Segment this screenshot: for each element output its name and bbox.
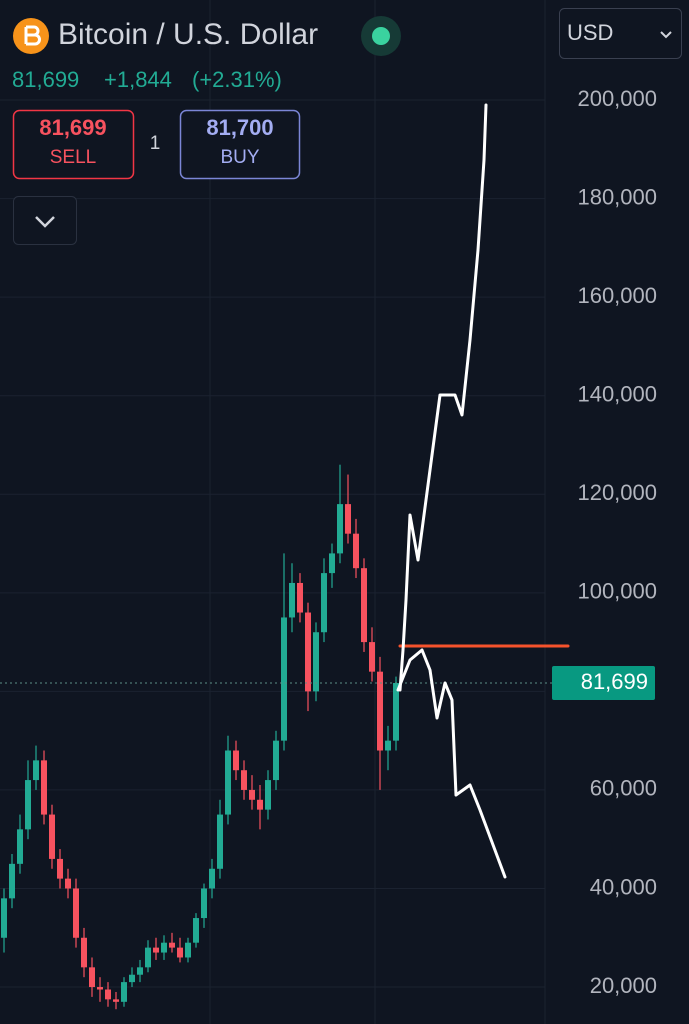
currency-select[interactable] (559, 8, 682, 59)
candle-body (345, 504, 351, 534)
change-pct: (+2.31%) (192, 67, 282, 92)
candle-body (393, 683, 399, 741)
candle-body (193, 918, 199, 943)
candle-body (65, 878, 71, 889)
candle-body (17, 829, 23, 864)
currency: USD (567, 20, 613, 45)
candle-body (41, 760, 47, 815)
y-tick-label: 20,000 (590, 973, 657, 998)
y-tick-label: 120,000 (577, 480, 657, 505)
candle-body (233, 750, 239, 771)
sell-price: 81,699 (39, 115, 106, 140)
candle-body (305, 612, 311, 692)
candle-body (313, 632, 319, 692)
candle-body (257, 799, 263, 810)
status-dot (372, 27, 390, 45)
candle-body (321, 573, 327, 633)
candle-body (169, 942, 175, 948)
candle-body (201, 888, 207, 919)
price: 81,699 (12, 67, 79, 92)
candle-body (137, 967, 143, 975)
candle-body (361, 568, 367, 643)
y-tick-label: 180,000 (577, 184, 657, 209)
candle-body (9, 863, 15, 899)
expand-chevron (35, 216, 55, 228)
candle-body (353, 533, 359, 569)
last-price-label: 81,699 (581, 669, 648, 694)
sell-button[interactable] (12, 109, 135, 180)
y-tick-label: 140,000 (577, 382, 657, 407)
candle-body (81, 937, 87, 968)
candle-body (209, 868, 215, 889)
change: +1,844 (104, 67, 172, 92)
candle-body (225, 750, 231, 815)
drawings (396, 103, 570, 879)
y-tick-label: 60,000 (590, 776, 657, 801)
candle-body (57, 858, 63, 879)
candle-body (49, 814, 55, 859)
candle-body (89, 967, 95, 988)
candle-body (241, 770, 247, 790)
buy-price: 81,700 (206, 115, 273, 140)
drawn-path-up (398, 103, 488, 692)
candle-body (329, 553, 335, 574)
candle-body (273, 740, 279, 781)
candle-body (25, 780, 31, 830)
candle-body (113, 999, 119, 1002)
last-price-box (552, 666, 655, 701)
y-tick-label: 200,000 (577, 86, 657, 111)
plot (0, 99, 552, 1010)
drawn-path-down (396, 648, 507, 879)
title: Bitcoin / U.S. Dollar (58, 18, 318, 51)
candle-body (217, 814, 223, 869)
y-tick-label: 160,000 (577, 283, 657, 308)
candle-body (369, 642, 375, 672)
y-tick-label: 40,000 (590, 874, 657, 899)
candle-body (33, 760, 39, 781)
candle-body (377, 671, 383, 751)
candle-body (297, 582, 303, 613)
candle-body (1, 898, 7, 938)
expand-button[interactable] (13, 196, 77, 245)
bitcoin-glyph (24, 25, 41, 46)
sell-label: SELL (50, 147, 96, 168)
candle-body (281, 617, 287, 741)
candle-body (153, 947, 159, 953)
candle-body (73, 888, 79, 938)
candle-body (289, 582, 295, 618)
candle-body (265, 780, 271, 810)
chevron (660, 31, 672, 39)
candle-body (105, 989, 111, 1000)
candle-body (129, 974, 135, 983)
y-axis: 20,000 40,000 60,000 100,000 120,000 140,000 1… (552, 86, 657, 998)
candle-body (249, 789, 255, 800)
candle-body (185, 942, 191, 958)
quantity: 1 (150, 133, 161, 154)
y-tick-label: 100,000 (577, 579, 657, 604)
buy-label: BUY (220, 147, 259, 168)
candle-body (97, 987, 103, 990)
candle-body (145, 947, 151, 968)
candle-body (385, 740, 391, 751)
candle-body (161, 942, 167, 953)
candle-body (121, 982, 127, 1002)
candle-body (337, 504, 343, 554)
candle-body (177, 947, 183, 958)
buy-button[interactable] (179, 109, 301, 180)
